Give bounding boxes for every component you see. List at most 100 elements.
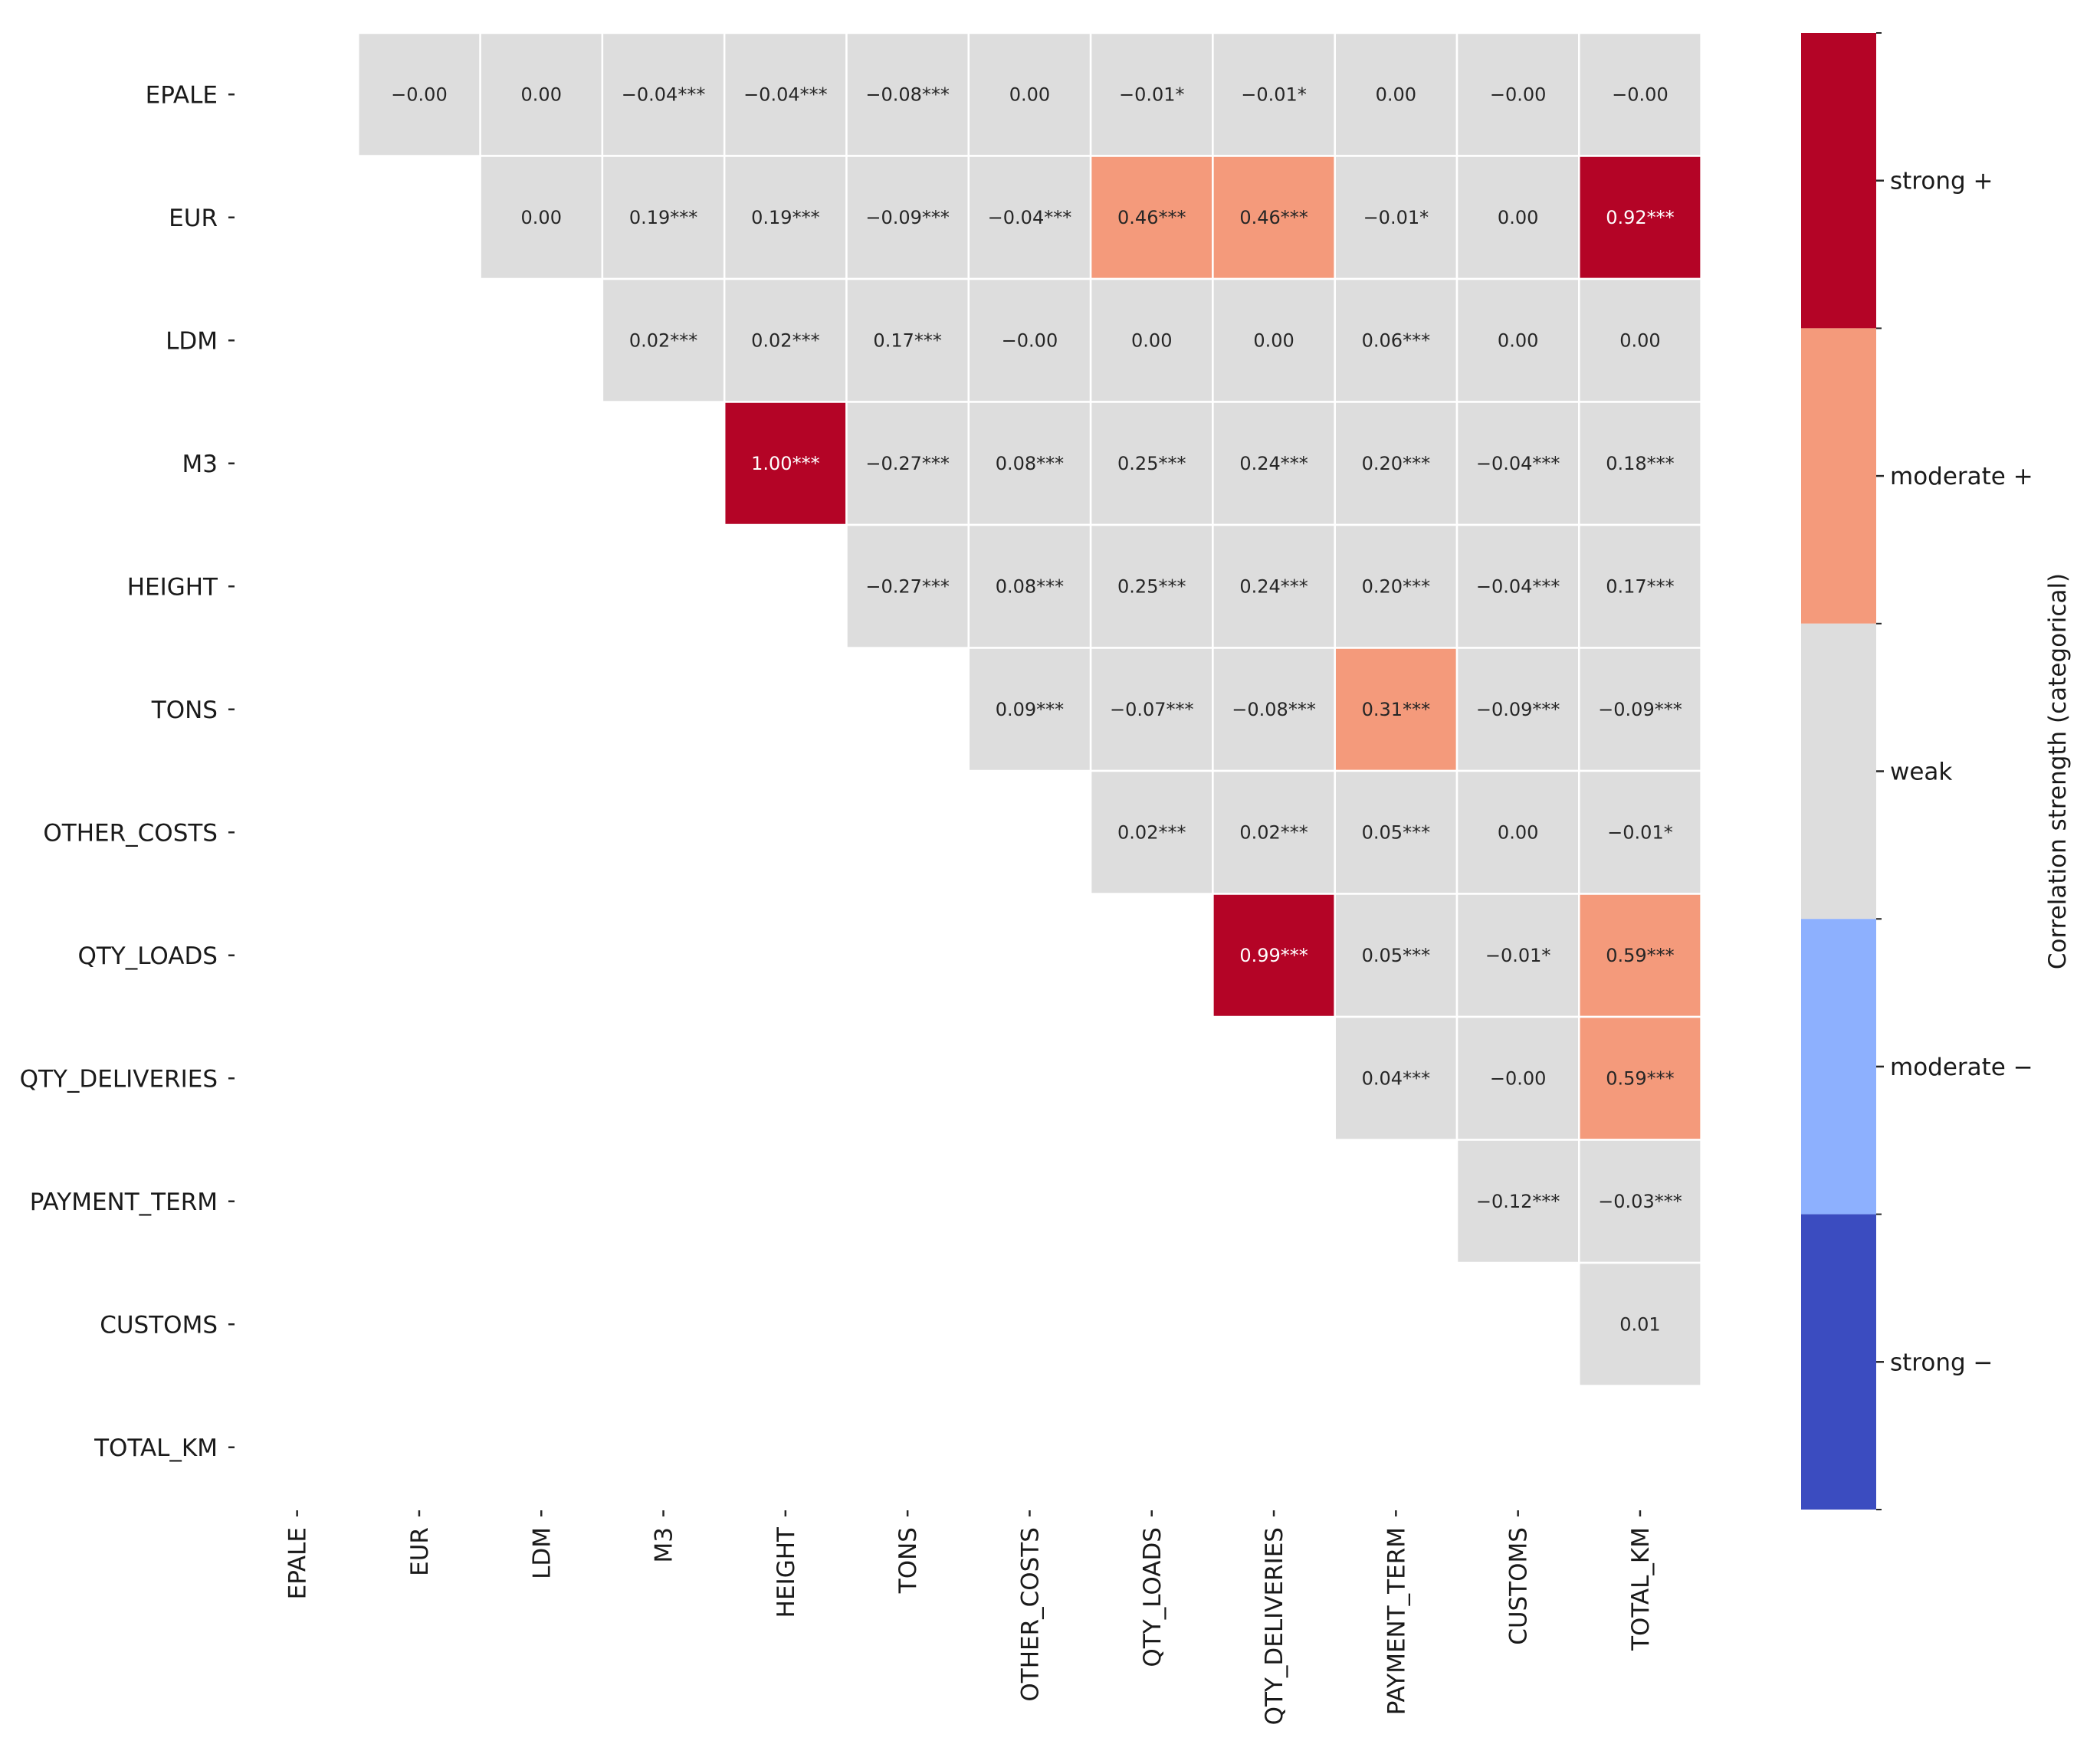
cell-value-label: −0.09*** — [1476, 699, 1560, 720]
cell-value-label: 0.25*** — [1117, 453, 1186, 474]
cell-value-label: 0.24*** — [1239, 453, 1308, 474]
cell-value-label: 0.46*** — [1239, 207, 1308, 228]
heatmap-cell-ldm-payment_term — [1334, 277, 1459, 403]
cell-value-label: 0.02*** — [629, 329, 697, 351]
cell-value-label: −0.00 — [1612, 84, 1669, 105]
cell-value-label: −0.04*** — [1476, 575, 1560, 597]
x-axis-tick-labels: EPALE EUR LDM M3 HEIGHT TONS OTHER_COSTS QTY_LO… — [284, 1510, 1655, 1725]
heatmap-cell-ldm-height — [723, 277, 848, 403]
cell-value-label: 0.59*** — [1606, 1067, 1674, 1089]
cell-value-label: 0.20*** — [1362, 575, 1430, 597]
y-tick-label: EUR — [169, 205, 218, 232]
colorbar-tick-label: strong + — [1890, 168, 1993, 195]
cell-value-label: 0.31*** — [1362, 699, 1430, 720]
heatmap-cell-ldm-m3 — [601, 277, 726, 403]
heatmap-cell-tons-payment_term — [1334, 647, 1459, 772]
y-tick-label: HEIGHT — [127, 573, 218, 601]
heatmap-cell-ldm-customs — [1455, 277, 1580, 403]
cell-value-label: 0.25*** — [1117, 575, 1186, 597]
cell-value-label: 0.02*** — [1117, 821, 1186, 843]
heatmap-cell-eur-customs — [1455, 155, 1580, 280]
x-tick-label: M3 — [651, 1527, 678, 1562]
heatmap-cell-tons-qty_loads — [1089, 647, 1214, 772]
heatmap-cell-tons-other_costs — [967, 647, 1092, 772]
colorbar-tick-label: weak — [1890, 759, 1952, 786]
heatmap-cell-m3-height — [723, 401, 848, 526]
cell-value-label: 0.02*** — [751, 329, 819, 351]
y-axis-tick-labels: EPALE EUR LDM M3 HEIGHT TONS OTHER_COSTS QTY_LO… — [20, 81, 235, 1462]
heatmap-cell-eur-height — [723, 155, 848, 280]
x-tick-label: QTY_LOADS — [1139, 1527, 1166, 1667]
colorbar-segment — [1801, 919, 1876, 1215]
heatmap-cell-payment_term-customs — [1455, 1139, 1580, 1264]
cell-value-label: 0.92*** — [1606, 207, 1674, 228]
y-tick-label: TONS — [151, 697, 218, 724]
cell-value-label: 0.17*** — [1606, 575, 1674, 597]
cell-value-label: 0.19*** — [751, 207, 819, 228]
cell-value-label: 0.05*** — [1362, 945, 1430, 966]
cell-value-label: −0.00 — [1490, 1067, 1547, 1089]
heatmap-cell-epale-qty_deliveries — [1212, 31, 1336, 157]
heatmap-cell-ldm-qty_deliveries — [1212, 277, 1336, 403]
heatmap-cell-epale-customs — [1455, 31, 1580, 157]
cell-value-label: −0.09*** — [1598, 699, 1682, 720]
x-tick-label: LDM — [528, 1527, 556, 1579]
colorbar-tick-label: strong − — [1890, 1349, 1993, 1376]
heatmap-cell-other_costs-qty_deliveries — [1212, 769, 1336, 895]
cell-value-label: 0.02*** — [1239, 821, 1308, 843]
cell-value-label: −0.04*** — [988, 207, 1072, 228]
cell-value-label: 0.05*** — [1362, 821, 1430, 843]
heatmap-cell-height-other_costs — [967, 523, 1092, 649]
heatmap-cell-eur-other_costs — [967, 155, 1092, 280]
cell-value-label: 0.08*** — [996, 453, 1064, 474]
cell-value-label: −0.04*** — [1476, 453, 1560, 474]
cell-value-label: 0.00 — [1498, 207, 1538, 228]
heatmap-cell-tons-qty_deliveries — [1212, 647, 1336, 772]
cell-value-label: −0.04*** — [743, 84, 828, 105]
y-tick-label: LDM — [166, 327, 218, 355]
cell-value-label: −0.09*** — [865, 207, 950, 228]
x-tick-label: TOTAL_KM — [1627, 1527, 1655, 1651]
cell-value-label: 0.17*** — [873, 329, 941, 351]
cell-value-label: 0.99*** — [1239, 945, 1308, 966]
cell-value-label: −0.01* — [1485, 945, 1551, 966]
x-tick-label: HEIGHT — [773, 1526, 800, 1618]
cell-value-label: 0.00 — [521, 207, 562, 228]
y-tick-label: QTY_LOADS — [77, 943, 218, 970]
heatmap-cell-epale-ldm — [479, 31, 604, 157]
heatmap-cell-other_costs-payment_term — [1334, 769, 1459, 895]
heatmap-cell-eur-qty_deliveries — [1212, 155, 1336, 280]
y-tick-label: TOTAL_KM — [94, 1434, 218, 1462]
x-tick-label: TONS — [894, 1527, 922, 1594]
colorbar-tick-label: moderate − — [1890, 1054, 2033, 1081]
heatmap-cell-epale-m3 — [601, 31, 726, 157]
cell-value-label: −0.01* — [1241, 84, 1307, 105]
heatmap-cell-eur-qty_loads — [1089, 155, 1214, 280]
colorbar-tick-label: moderate + — [1890, 463, 2033, 490]
cell-value-label: 0.06*** — [1362, 329, 1430, 351]
cell-value-label: −0.01* — [1119, 84, 1185, 105]
colorbar-segment — [1801, 1214, 1876, 1510]
heatmap-cell-epale-height — [723, 31, 848, 157]
heatmap-cell-ldm-total_km — [1578, 277, 1702, 403]
heatmap-cell-m3-total_km — [1578, 401, 1702, 526]
colorbar: strong + moderate + weak moderate − strong −… — [1801, 32, 2072, 1510]
heatmap-cell-epale-total_km — [1578, 31, 1702, 157]
x-tick-label: EPALE — [284, 1527, 312, 1599]
cell-value-label: −0.12*** — [1476, 1191, 1560, 1212]
cell-value-label: 0.46*** — [1117, 207, 1186, 228]
heatmap-cell-other_costs-customs — [1455, 769, 1580, 895]
heatmap-cell-height-payment_term — [1334, 523, 1459, 649]
heatmap-cell-qty_loads-customs — [1455, 893, 1580, 1018]
heatmap-cell-eur-ldm — [479, 155, 604, 280]
cell-value-label: 0.19*** — [629, 207, 697, 228]
cell-value-label: 0.04*** — [1362, 1067, 1430, 1089]
x-tick-label: EUR — [406, 1527, 434, 1576]
cell-value-label: 0.00 — [1131, 329, 1172, 351]
heatmap-cell-epale-eur — [357, 31, 481, 157]
cell-value-label: 0.08*** — [996, 575, 1064, 597]
cell-value-label: 0.01 — [1619, 1313, 1660, 1335]
cell-value-label: −0.27*** — [865, 453, 950, 474]
y-tick-label: OTHER_COSTS — [43, 819, 218, 847]
